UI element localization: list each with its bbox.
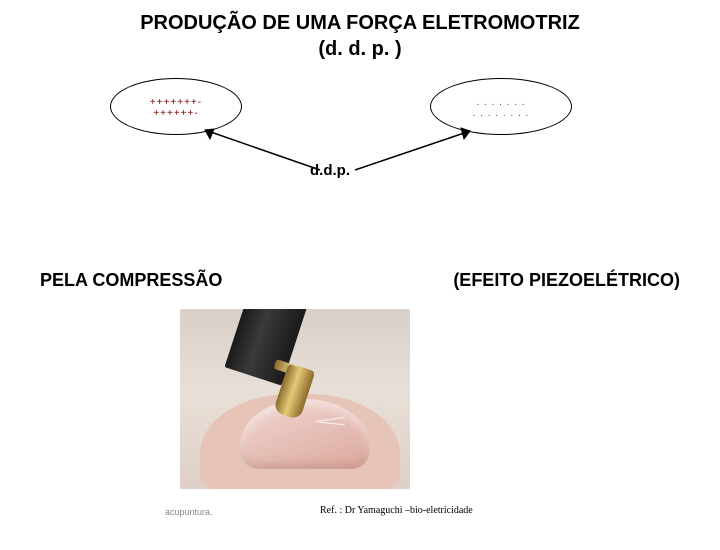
subtitle-right: (EFEITO PIEZOELÉTRICO)	[453, 270, 680, 291]
subtitle-row: PELA COMPRESSÃO (EFEITO PIEZOELÉTRICO)	[40, 270, 680, 291]
title-line-2: (d. d. p. )	[318, 38, 401, 60]
arrow-right	[350, 125, 500, 180]
ellipse-right-marks: . . . . . . . . . . . . . . .	[431, 97, 571, 119]
arrow-left	[190, 125, 330, 180]
ddp-diagram: +++++++- ++++++- . . . . . . . . . . . .…	[0, 70, 720, 210]
subtitle-left: PELA COMPRESSÃO	[40, 270, 222, 291]
photo-caption: acupuntura.	[165, 507, 213, 517]
title-line-1: PRODUÇÃO DE UMA FORÇA ELETROMOTRIZ	[140, 12, 580, 34]
ellipse-left-marks: +++++++- ++++++-	[111, 97, 241, 119]
reference-text: Ref. : Dr Yamaguchi –bio-eletricidade	[320, 505, 473, 516]
ddp-label: d.d.p.	[310, 162, 350, 179]
page-title: PRODUÇÃO DE UMA FORÇA ELETROMOTRIZ (d. d…	[0, 10, 720, 62]
piezo-photo	[180, 309, 410, 489]
